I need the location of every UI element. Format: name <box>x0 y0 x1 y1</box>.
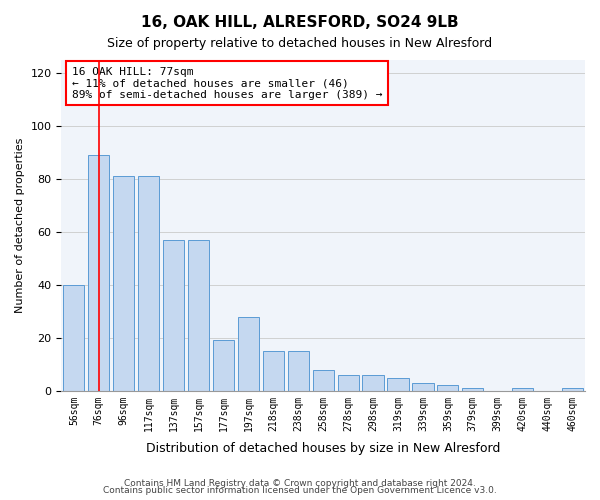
Y-axis label: Number of detached properties: Number of detached properties <box>15 138 25 313</box>
Bar <box>263 351 284 391</box>
Bar <box>338 375 359 391</box>
Bar <box>63 285 85 391</box>
Bar <box>462 388 484 391</box>
Text: 16, OAK HILL, ALRESFORD, SO24 9LB: 16, OAK HILL, ALRESFORD, SO24 9LB <box>141 15 459 30</box>
Bar <box>138 176 159 391</box>
Bar <box>163 240 184 391</box>
Bar <box>287 351 309 391</box>
Text: Contains public sector information licensed under the Open Government Licence v3: Contains public sector information licen… <box>103 486 497 495</box>
Bar <box>512 388 533 391</box>
Bar <box>412 383 434 391</box>
Bar <box>437 386 458 391</box>
Bar <box>88 156 109 391</box>
Bar <box>188 240 209 391</box>
Bar <box>113 176 134 391</box>
X-axis label: Distribution of detached houses by size in New Alresford: Distribution of detached houses by size … <box>146 442 500 455</box>
Bar <box>388 378 409 391</box>
Text: Contains HM Land Registry data © Crown copyright and database right 2024.: Contains HM Land Registry data © Crown c… <box>124 478 476 488</box>
Bar <box>238 316 259 391</box>
Bar <box>562 388 583 391</box>
Bar <box>213 340 234 391</box>
Bar <box>313 370 334 391</box>
Text: 16 OAK HILL: 77sqm
← 11% of detached houses are smaller (46)
89% of semi-detache: 16 OAK HILL: 77sqm ← 11% of detached hou… <box>72 66 382 100</box>
Text: Size of property relative to detached houses in New Alresford: Size of property relative to detached ho… <box>107 38 493 51</box>
Bar <box>362 375 383 391</box>
